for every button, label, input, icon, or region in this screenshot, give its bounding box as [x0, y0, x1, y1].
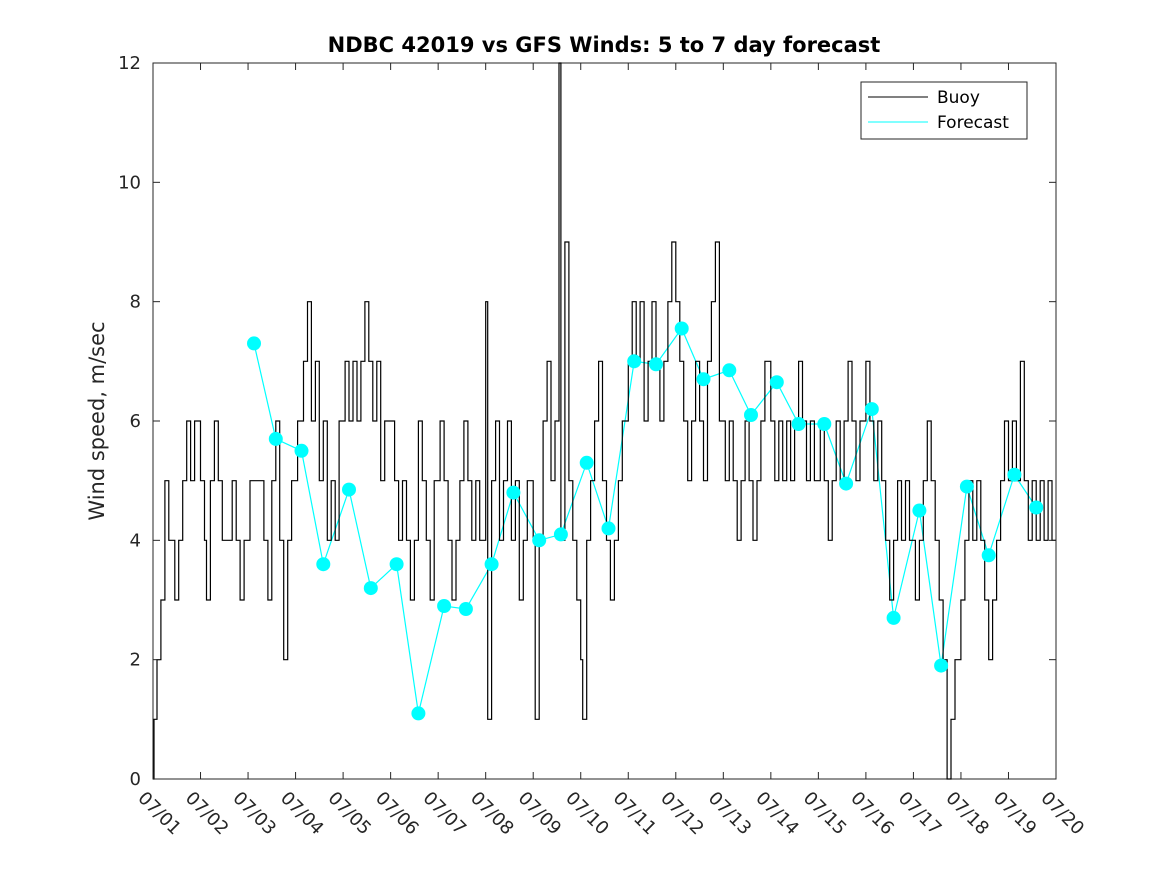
- plot-area: [152, 62, 1057, 780]
- forecast-point: [342, 482, 356, 497]
- buoy-line: [153, 62, 1056, 780]
- chart-title: NDBC 42019 vs GFS Winds: 5 to 7 day fore…: [328, 33, 881, 57]
- forecast-point: [744, 408, 758, 422]
- forecast-point: [601, 521, 616, 536]
- forecast-point: [817, 417, 832, 431]
- forecast-point: [934, 658, 949, 673]
- forecast-point: [411, 706, 426, 721]
- forecast-point: [912, 503, 927, 518]
- legend: Buoy Forecast: [860, 81, 1028, 140]
- forecast-point: [1007, 467, 1022, 482]
- forecast-point: [579, 455, 594, 470]
- y-tick-label: 2: [130, 650, 141, 671]
- forecast-point: [769, 375, 784, 390]
- forecast-point: [316, 557, 331, 572]
- plot-frame: [152, 62, 1057, 780]
- forecast-point: [674, 321, 689, 336]
- y-tick-label: 8: [130, 292, 141, 313]
- y-axis: 0 2 4 6 8 10 12: [118, 53, 1056, 790]
- forecast-point: [627, 354, 642, 369]
- forecast-point: [389, 557, 404, 572]
- buoy-series-group: [153, 62, 1056, 780]
- forecast-point: [649, 357, 663, 372]
- forecast-point: [363, 581, 378, 596]
- y-tick-label: 10: [118, 172, 141, 193]
- legend-label-forecast: Forecast: [937, 113, 1009, 133]
- y-tick-label: 4: [130, 530, 141, 551]
- forecast-point: [294, 443, 309, 458]
- forecast-point: [886, 610, 901, 625]
- y-tick-label: 0: [130, 769, 141, 790]
- forecast-point: [247, 336, 261, 351]
- legend-label-buoy: Buoy: [937, 88, 980, 108]
- forecast-point: [1029, 500, 1044, 515]
- forecast-point: [981, 548, 996, 563]
- y-tick-label: 6: [130, 411, 141, 432]
- forecast-markers-group: [247, 321, 1044, 721]
- forecast-point: [484, 557, 499, 572]
- forecast-point: [532, 533, 547, 548]
- forecast-point: [722, 363, 737, 378]
- forecast-point: [458, 602, 473, 616]
- forecast-point: [696, 372, 711, 387]
- forecast-point: [959, 479, 974, 494]
- forecast-point: [437, 599, 452, 613]
- forecast-point: [864, 402, 879, 417]
- y-tick-label: 12: [118, 53, 141, 74]
- forecast-point: [553, 527, 568, 542]
- forecast-point: [268, 431, 283, 446]
- forecast-line: [253, 327, 1037, 714]
- forecast-series-group: [253, 327, 1037, 714]
- forecast-point: [791, 417, 806, 431]
- forecast-point: [839, 476, 854, 491]
- y-axis-label: Wind speed, m/sec: [85, 321, 109, 520]
- legend-box: [860, 81, 1028, 140]
- forecast-point: [506, 485, 521, 500]
